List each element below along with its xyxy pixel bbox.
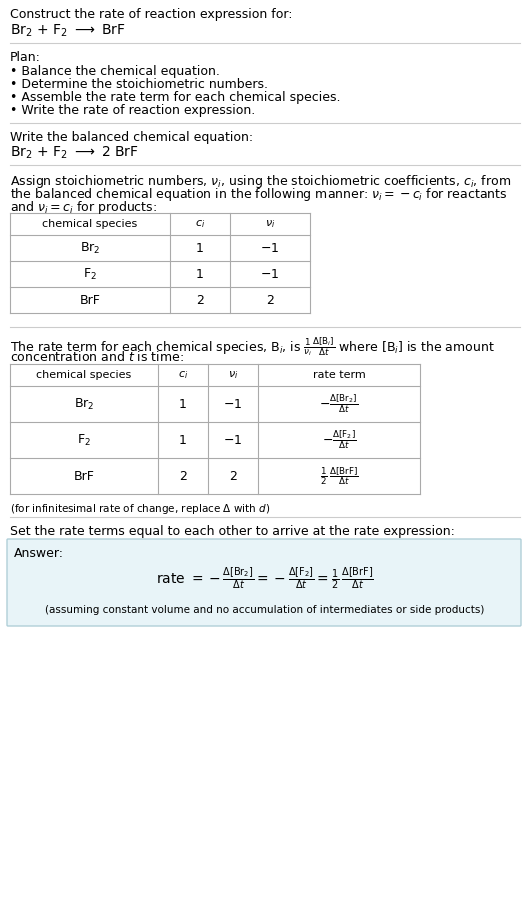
- Text: • Determine the stoichiometric numbers.: • Determine the stoichiometric numbers.: [10, 78, 268, 91]
- Text: Br$_2$ + F$_2$ $\longrightarrow$ 2 BrF: Br$_2$ + F$_2$ $\longrightarrow$ 2 BrF: [10, 145, 139, 161]
- Text: Br$_2$: Br$_2$: [74, 397, 94, 411]
- Text: $c_i$: $c_i$: [178, 369, 188, 381]
- Text: $-\frac{\Delta[\mathrm{Br_2}]}{\Delta t}$: $-\frac{\Delta[\mathrm{Br_2}]}{\Delta t}…: [320, 392, 359, 415]
- Text: chemical species: chemical species: [37, 370, 131, 380]
- Text: $-1$: $-1$: [223, 398, 243, 410]
- Text: and $\nu_i = c_i$ for products:: and $\nu_i = c_i$ for products:: [10, 199, 157, 216]
- Text: Set the rate terms equal to each other to arrive at the rate expression:: Set the rate terms equal to each other t…: [10, 525, 455, 538]
- Text: (assuming constant volume and no accumulation of intermediates or side products): (assuming constant volume and no accumul…: [45, 605, 485, 615]
- Text: $\nu_i$: $\nu_i$: [265, 218, 275, 230]
- Text: 2: 2: [179, 470, 187, 482]
- Text: F$_2$: F$_2$: [83, 267, 97, 281]
- Text: chemical species: chemical species: [42, 219, 138, 229]
- Text: $\frac{1}{2}\,\frac{\Delta[\mathrm{BrF}]}{\Delta t}$: $\frac{1}{2}\,\frac{\Delta[\mathrm{BrF}]…: [320, 465, 358, 487]
- Text: $\nu_i$: $\nu_i$: [228, 369, 238, 381]
- Text: 2: 2: [266, 294, 274, 307]
- Text: Br$_2$: Br$_2$: [80, 240, 100, 256]
- Text: $c_i$: $c_i$: [195, 218, 205, 230]
- Text: 1: 1: [179, 398, 187, 410]
- Text: concentration and $t$ is time:: concentration and $t$ is time:: [10, 350, 184, 364]
- Text: rate $= -\frac{\Delta[\mathrm{Br_2}]}{\Delta t} = -\frac{\Delta[\mathrm{F_2}]}{\: rate $= -\frac{\Delta[\mathrm{Br_2}]}{\D…: [156, 565, 374, 591]
- Text: Br$_2$ + F$_2$ $\longrightarrow$ BrF: Br$_2$ + F$_2$ $\longrightarrow$ BrF: [10, 23, 126, 39]
- FancyBboxPatch shape: [7, 539, 521, 626]
- Text: Construct the rate of reaction expression for:: Construct the rate of reaction expressio…: [10, 8, 293, 21]
- Text: • Balance the chemical equation.: • Balance the chemical equation.: [10, 65, 220, 78]
- Text: 1: 1: [179, 433, 187, 447]
- Text: BrF: BrF: [74, 470, 94, 482]
- Text: Answer:: Answer:: [14, 547, 64, 560]
- Text: The rate term for each chemical species, B$_i$, is $\frac{1}{\nu_i}\frac{\Delta[: The rate term for each chemical species,…: [10, 335, 495, 358]
- Text: the balanced chemical equation in the following manner: $\nu_i = -c_i$ for react: the balanced chemical equation in the fo…: [10, 186, 508, 203]
- Text: $-1$: $-1$: [260, 268, 280, 280]
- Text: Write the balanced chemical equation:: Write the balanced chemical equation:: [10, 131, 253, 144]
- Text: 2: 2: [196, 294, 204, 307]
- Text: 1: 1: [196, 241, 204, 255]
- Text: (for infinitesimal rate of change, replace $\Delta$ with $d$): (for infinitesimal rate of change, repla…: [10, 502, 270, 516]
- Text: • Write the rate of reaction expression.: • Write the rate of reaction expression.: [10, 104, 255, 117]
- Text: • Assemble the rate term for each chemical species.: • Assemble the rate term for each chemic…: [10, 91, 340, 104]
- Text: $-\frac{\Delta[\mathrm{F_2}]}{\Delta t}$: $-\frac{\Delta[\mathrm{F_2}]}{\Delta t}$: [322, 429, 356, 451]
- Text: F$_2$: F$_2$: [77, 432, 91, 448]
- Text: $-1$: $-1$: [260, 241, 280, 255]
- Text: rate term: rate term: [313, 370, 365, 380]
- Text: 1: 1: [196, 268, 204, 280]
- Text: Assign stoichiometric numbers, $\nu_i$, using the stoichiometric coefficients, $: Assign stoichiometric numbers, $\nu_i$, …: [10, 173, 511, 190]
- Text: BrF: BrF: [80, 294, 101, 307]
- Text: Plan:: Plan:: [10, 51, 41, 64]
- Text: 2: 2: [229, 470, 237, 482]
- Text: $-1$: $-1$: [223, 433, 243, 447]
